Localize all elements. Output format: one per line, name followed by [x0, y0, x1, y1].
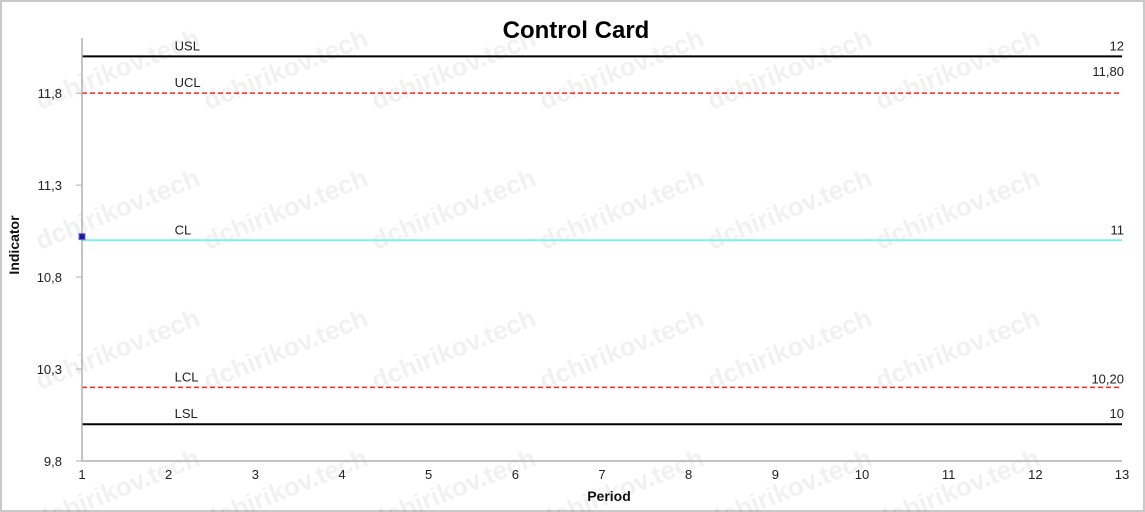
y-tick-label: 10,8: [37, 270, 62, 285]
watermark-text: dchirikov.tech: [871, 302, 1044, 395]
watermark-text: dchirikov.tech: [871, 162, 1044, 255]
watermark-text: dchirikov.tech: [703, 302, 876, 395]
y-tick-label: 9,8: [44, 454, 62, 469]
x-tick-label: 10: [855, 467, 869, 482]
data-point: [78, 233, 86, 241]
usl-name-label: USL: [175, 38, 200, 53]
data-points: [78, 233, 86, 241]
ucl-name-label: UCL: [175, 75, 201, 90]
x-tick-label: 11: [942, 467, 956, 482]
x-tick-label: 12: [1028, 467, 1042, 482]
watermark-text: dchirikov.tech: [31, 162, 204, 255]
x-tick-label: 8: [685, 467, 692, 482]
watermark-text: dchirikov.tech: [31, 442, 204, 512]
x-tick-label: 7: [598, 467, 605, 482]
watermark-text: dchirikov.tech: [199, 302, 372, 395]
x-tick-label: 9: [772, 467, 779, 482]
x-tick-label: 13: [1115, 467, 1129, 482]
y-axis-ticks: 9,8 10,3 10,8 11,3 11,8: [37, 86, 82, 469]
x-tick-label: 6: [512, 467, 519, 482]
x-tick-label: 3: [252, 467, 259, 482]
lcl-name-label: LCL: [175, 369, 199, 384]
lsl-value-label: 10: [1110, 406, 1124, 421]
watermark-text: dchirikov.tech: [31, 22, 204, 115]
watermark-text: dchirikov.tech: [535, 302, 708, 395]
chart-title: Control Card: [503, 17, 650, 44]
y-tick-label: 11,3: [38, 178, 62, 193]
x-axis-title: Period: [587, 488, 631, 504]
ucl-value-label: 11,80: [1092, 64, 1124, 79]
watermark-text: dchirikov.tech: [199, 162, 372, 255]
watermark-text: dchirikov.tech: [535, 162, 708, 255]
watermark-text: dchirikov.tech: [703, 162, 876, 255]
watermark-text: dchirikov.tech: [871, 22, 1044, 115]
x-tick-label: 1: [78, 467, 85, 482]
x-tick-label: 2: [165, 467, 172, 482]
watermark-text: dchirikov.tech: [871, 442, 1044, 512]
x-tick-label: 5: [425, 467, 432, 482]
cl-value-label: 11: [1111, 222, 1125, 237]
reference-lines: USL 12 UCL 11,80 CL 11 LCL 10,20 LSL 10: [82, 38, 1125, 426]
watermark-text: dchirikov.tech: [703, 442, 876, 512]
y-axis-title: Indicator: [6, 215, 22, 275]
watermark-text: dchirikov.tech: [199, 442, 372, 512]
y-tick-label: 11,8: [38, 86, 62, 101]
y-tick-label: 10,3: [37, 362, 62, 377]
watermark-layer: dchirikov.techdchirikov.techdchirikov.te…: [31, 22, 1044, 512]
usl-value-label: 12: [1110, 38, 1124, 53]
lcl-value-label: 10,20: [1091, 371, 1124, 386]
watermark-text: dchirikov.tech: [703, 22, 876, 115]
x-tick-label: 4: [338, 467, 345, 482]
x-axis-ticks: 1 2 3 4 5 6 7 8 9 10 11 12 13: [78, 467, 1129, 482]
watermark-text: dchirikov.tech: [367, 302, 540, 395]
cl-name-label: CL: [175, 222, 192, 237]
watermark-text: dchirikov.tech: [367, 162, 540, 255]
lsl-name-label: LSL: [175, 406, 198, 421]
watermark-text: dchirikov.tech: [199, 22, 372, 115]
